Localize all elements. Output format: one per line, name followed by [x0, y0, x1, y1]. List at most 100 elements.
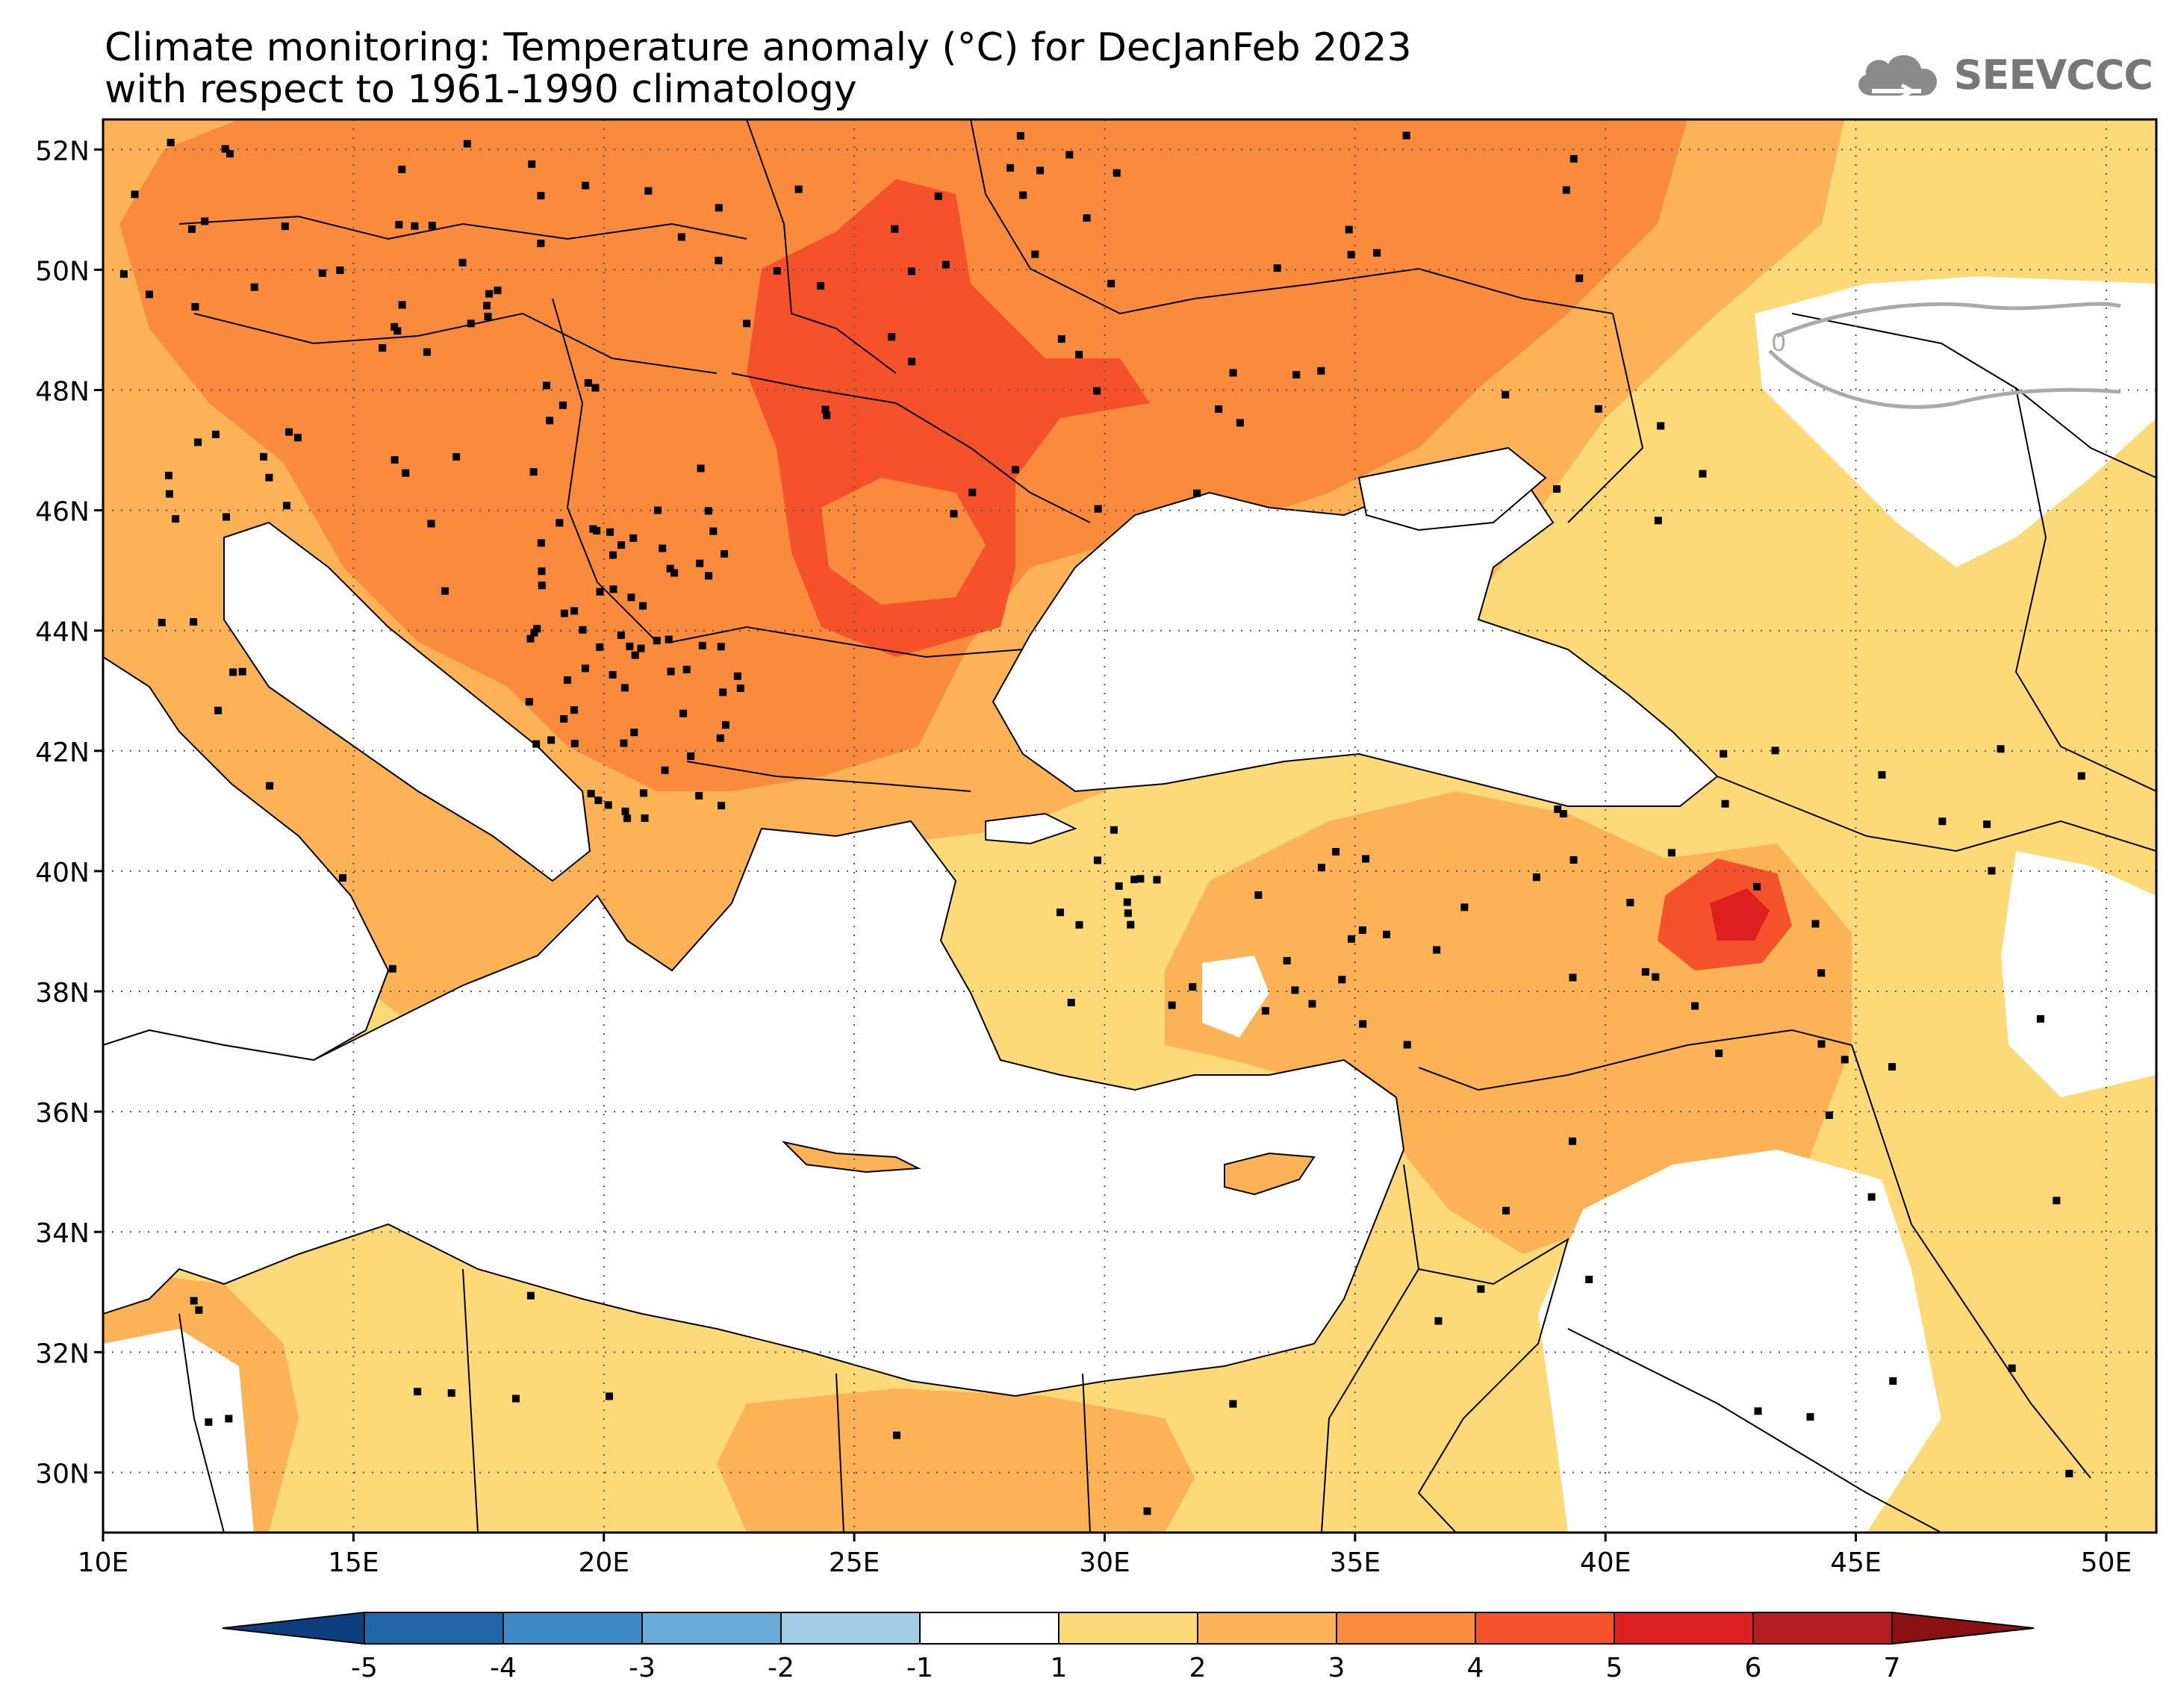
station-marker: [1554, 805, 1562, 814]
station-marker: [687, 752, 695, 760]
station-marker: [609, 551, 617, 559]
colorbar-segment: [780, 1612, 921, 1645]
station-marker: [717, 643, 725, 651]
station-marker: [1569, 155, 1578, 163]
station-marker: [379, 344, 387, 352]
station-marker: [627, 593, 635, 602]
station-marker: [447, 1389, 455, 1397]
station-marker: [639, 602, 647, 610]
station-marker: [1036, 166, 1045, 175]
station-marker: [677, 233, 685, 241]
station-marker: [1143, 1507, 1151, 1515]
station-marker: [395, 220, 403, 228]
station-marker: [226, 150, 234, 158]
station-marker: [336, 267, 344, 275]
station-marker: [1569, 1137, 1577, 1145]
station-marker: [1107, 279, 1115, 287]
station-marker: [1283, 956, 1291, 964]
station-marker: [907, 267, 915, 275]
station-marker: [1434, 1317, 1443, 1325]
station-marker: [679, 709, 688, 717]
station-marker: [1806, 1412, 1814, 1421]
anomaly-band-below-1: [103, 1329, 254, 1533]
station-marker: [696, 559, 704, 567]
colorbar-segment: [1336, 1612, 1476, 1645]
station-marker: [423, 348, 431, 356]
station-marker: [1585, 1275, 1593, 1283]
station-marker: [581, 664, 589, 673]
station-marker: [1553, 485, 1561, 493]
station-marker: [1840, 1056, 1849, 1064]
station-marker: [942, 261, 950, 269]
station-marker: [546, 417, 554, 425]
lon-label: 20E: [578, 1548, 629, 1578]
station-marker: [428, 222, 436, 230]
station-marker: [1477, 1285, 1485, 1293]
station-marker: [609, 585, 617, 593]
station-marker: [191, 302, 199, 311]
station-marker: [665, 635, 673, 643]
station-marker: [637, 644, 645, 652]
station-marker: [463, 140, 471, 148]
station-marker: [2008, 1364, 2016, 1372]
station-marker: [172, 515, 180, 523]
colorbar-label: -4: [490, 1653, 517, 1683]
colorbar-max-arrow: [1891, 1611, 2035, 1645]
station-marker: [388, 964, 396, 973]
station-marker: [596, 587, 604, 596]
station-marker: [1626, 899, 1634, 907]
station-marker: [250, 283, 258, 291]
station-marker: [721, 549, 729, 558]
lat-label: 34N: [35, 1218, 90, 1249]
station-marker: [441, 587, 449, 595]
station-marker: [1115, 882, 1123, 890]
station-marker: [537, 192, 545, 200]
station-marker: [1075, 350, 1083, 358]
station-marker: [715, 256, 723, 264]
station-marker: [1983, 820, 1991, 829]
station-marker: [1652, 973, 1660, 981]
station-marker: [1292, 371, 1301, 379]
station-marker: [201, 217, 209, 225]
station-marker: [670, 569, 679, 577]
station-marker: [195, 1306, 203, 1314]
station-marker: [1559, 810, 1567, 818]
station-marker: [695, 791, 703, 800]
station-marker: [1254, 891, 1263, 900]
lat-label: 32N: [35, 1338, 90, 1369]
colorbar: -5 -4 -3 -2 -1 1 2 3 4 5 6 7: [222, 1611, 2035, 1683]
adriatic-sea: [223, 521, 591, 882]
lat-label: 46N: [35, 497, 90, 528]
station-marker: [194, 438, 202, 446]
station-marker: [1878, 770, 1886, 779]
lat-label: 30N: [35, 1459, 90, 1489]
station-marker: [265, 473, 273, 481]
station-marker: [1657, 422, 1665, 430]
station-marker: [190, 1297, 198, 1305]
station-marker: [1817, 1040, 1826, 1048]
station-marker: [698, 641, 706, 649]
station-marker: [538, 582, 546, 590]
station-marker: [908, 358, 916, 366]
station-marker: [525, 698, 533, 706]
station-marker: [950, 510, 958, 518]
black-sea: [992, 476, 1719, 807]
station-marker: [584, 378, 592, 387]
station-marker: [570, 607, 579, 615]
station-marker: [533, 625, 541, 633]
station-marker: [1006, 163, 1014, 172]
colorbar-min-arrow: [222, 1611, 365, 1645]
station-marker: [1433, 946, 1441, 954]
station-marker: [1502, 390, 1510, 399]
station-marker: [620, 684, 629, 692]
anomaly-fields: [103, 119, 2156, 1533]
station-marker: [1124, 909, 1132, 917]
station-marker: [1889, 1377, 1897, 1385]
lon-label: 45E: [1830, 1548, 1882, 1578]
station-marker: [119, 270, 128, 278]
station-marker: [390, 455, 399, 464]
station-marker: [604, 801, 612, 809]
station-marker: [1562, 186, 1570, 194]
station-marker: [1291, 986, 1299, 994]
